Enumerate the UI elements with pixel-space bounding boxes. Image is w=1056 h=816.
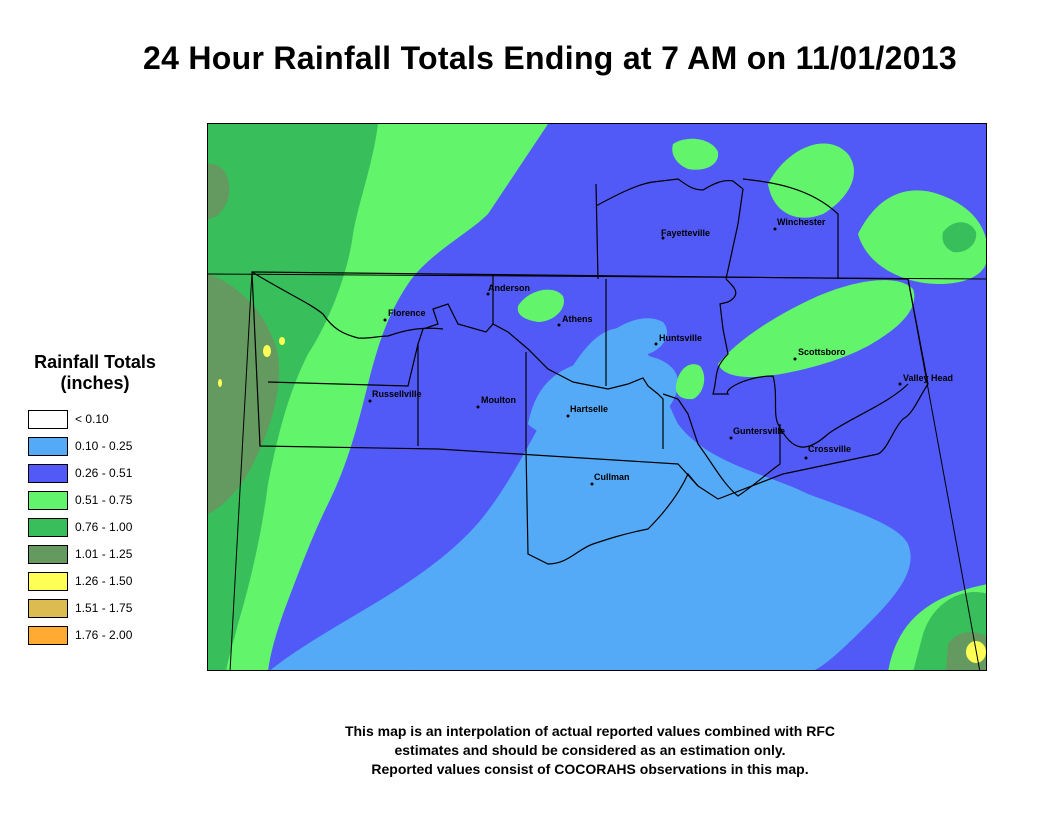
legend-label: 0.26 - 0.51 (75, 466, 133, 480)
footnote-line: Reported values consist of COCORAHS obse… (371, 761, 809, 777)
city-athens: Athens (557, 314, 593, 327)
legend-swatch (28, 437, 68, 456)
legend-swatch (28, 545, 68, 564)
city-label: Valley Head (903, 373, 953, 383)
map-title: 24 Hour Rainfall Totals Ending at 7 AM o… (142, 40, 958, 76)
city-cullman: Cullman (590, 472, 630, 486)
city-label: Winchester (777, 217, 826, 227)
city-dot (590, 482, 594, 486)
rain-zone-0.51-0.75 (768, 143, 854, 218)
legend-swatch (28, 518, 68, 537)
city-label: Florence (388, 308, 426, 318)
legend-label: 1.26 - 1.50 (75, 574, 133, 588)
city-label: Anderson (488, 283, 530, 293)
city-fayetteville: Fayetteville (661, 228, 710, 240)
legend-label: 1.51 - 1.75 (75, 601, 133, 615)
legend-label: 0.10 - 0.25 (75, 439, 133, 453)
footnote: This map is an interpolation of actual r… (0, 722, 1056, 779)
city-dot (898, 382, 902, 386)
city-label: Fayetteville (661, 228, 710, 238)
city-label: Scottsboro (798, 347, 846, 357)
city-russellville: Russellville (368, 389, 422, 403)
city-florence: Florence (383, 308, 426, 322)
city-crossville: Crossville (804, 444, 851, 460)
city-label: Athens (562, 314, 593, 324)
city-dot (557, 323, 561, 327)
city-label: Huntsville (659, 333, 702, 343)
region-boundary (229, 271, 253, 670)
legend-title-line: Rainfall Totals (34, 352, 156, 372)
rain-zone-1.26-1.50 (263, 345, 271, 357)
rain-zone-1.01-1.25 (208, 163, 230, 219)
footnote-line: This map is an interpolation of actual r… (344, 723, 836, 739)
city-scottsboro: Scottsboro (793, 347, 846, 361)
rain-zone-0.10-0.25 (410, 623, 527, 670)
city-moulton: Moulton (476, 395, 516, 409)
legend-label: 0.76 - 1.00 (75, 520, 133, 534)
city-anderson: Anderson (486, 283, 530, 296)
city-valley-head: Valley Head (898, 373, 953, 386)
city-dot (729, 436, 733, 440)
rain-zone-0.51-0.75 (718, 280, 915, 378)
legend-swatch (28, 464, 68, 483)
city-dot (486, 292, 490, 296)
rain-zone-1.01-1.25 (208, 274, 279, 514)
rain-zone-0.10-0.25 (528, 354, 678, 440)
rain-zone-0.10-0.25 (270, 328, 911, 670)
rain-zone-1.26-1.50 (218, 379, 222, 387)
legend-swatch (28, 491, 68, 510)
city-dot (566, 414, 570, 418)
city-label: Cullman (594, 472, 630, 482)
rainfall-map-canvas: Fayetteville Winchester Anderson Florenc… (208, 124, 986, 670)
rainfall-map: Fayetteville Winchester Anderson Florenc… (207, 123, 987, 671)
legend-label: < 0.10 (75, 412, 109, 426)
legend-label: 0.51 - 0.75 (75, 493, 133, 507)
rain-zone-0.76-1.00 (942, 222, 977, 253)
footnote-line: estimates and should be considered as an… (394, 742, 786, 758)
legend-title-line: (inches) (60, 373, 130, 393)
rain-zone-0.51-0.75 (672, 138, 719, 170)
city-guntersville: Guntersville (729, 426, 785, 440)
city-dot (383, 318, 387, 322)
city-dot (773, 227, 777, 231)
city-label: Crossville (808, 444, 851, 454)
city-label: Moulton (481, 395, 516, 405)
city-dot (654, 342, 658, 346)
legend-label: 1.76 - 2.00 (75, 628, 133, 642)
city-label: Russellville (372, 389, 422, 399)
city-dot (368, 399, 372, 403)
city-dot (804, 456, 808, 460)
city-dot (476, 405, 480, 409)
rain-zone-0.10-0.25 (608, 318, 668, 355)
city-label: Guntersville (733, 426, 785, 436)
legend-label: 1.01 - 1.25 (75, 547, 133, 561)
rain-zone-0.51-0.75 (858, 190, 986, 284)
city-label: Hartselle (570, 404, 608, 414)
rain-zone-0.51-0.75 (675, 364, 705, 400)
legend-swatch (28, 410, 68, 429)
city-hartselle: Hartselle (566, 404, 608, 418)
city-winchester: Winchester (773, 217, 826, 231)
legend-title: Rainfall Totals (inches) (16, 352, 174, 394)
city-dot (661, 236, 665, 240)
city-dot (793, 357, 797, 361)
county-boundaries (251, 178, 929, 565)
legend-swatch (28, 599, 68, 618)
rain-zone-0.76-1.00 (208, 124, 378, 670)
rain-zone-0.51-0.75 (517, 289, 564, 322)
legend-swatch (28, 572, 68, 591)
city-huntsville: Huntsville (654, 333, 702, 346)
rain-zone-1.26-1.50 (279, 337, 285, 345)
legend-swatch (28, 626, 68, 645)
